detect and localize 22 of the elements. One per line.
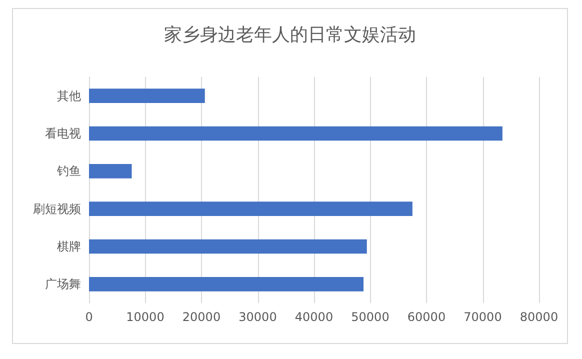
x-tick-label: 60000 bbox=[407, 310, 446, 324]
bar bbox=[89, 202, 412, 216]
x-tick-label: 70000 bbox=[464, 310, 502, 324]
y-tick-label: 钓鱼 bbox=[56, 164, 81, 178]
bar bbox=[89, 126, 502, 141]
bar bbox=[89, 164, 132, 178]
x-tick-label: 30000 bbox=[238, 310, 277, 324]
y-tick-label: 棋牌 bbox=[57, 240, 81, 254]
x-tick-label: 0 bbox=[85, 310, 93, 324]
y-tick-label: 其他 bbox=[57, 88, 81, 103]
x-tick-label: 80000 bbox=[520, 310, 558, 324]
y-tick-label: 看电视 bbox=[45, 126, 81, 140]
x-tick-label: 50000 bbox=[351, 310, 390, 324]
x-tick-label: 40000 bbox=[294, 310, 334, 324]
y-tick-label: 广场舞 bbox=[45, 277, 81, 292]
chart-title: 家乡身边老年人的日常文娱活动 bbox=[164, 24, 416, 46]
bar bbox=[89, 277, 364, 292]
x-tick-label: 10000 bbox=[126, 310, 164, 324]
bar bbox=[89, 88, 205, 103]
x-tick-label: 20000 bbox=[182, 310, 221, 324]
bar bbox=[89, 239, 367, 254]
y-tick-label: 刷短视频 bbox=[33, 202, 81, 216]
